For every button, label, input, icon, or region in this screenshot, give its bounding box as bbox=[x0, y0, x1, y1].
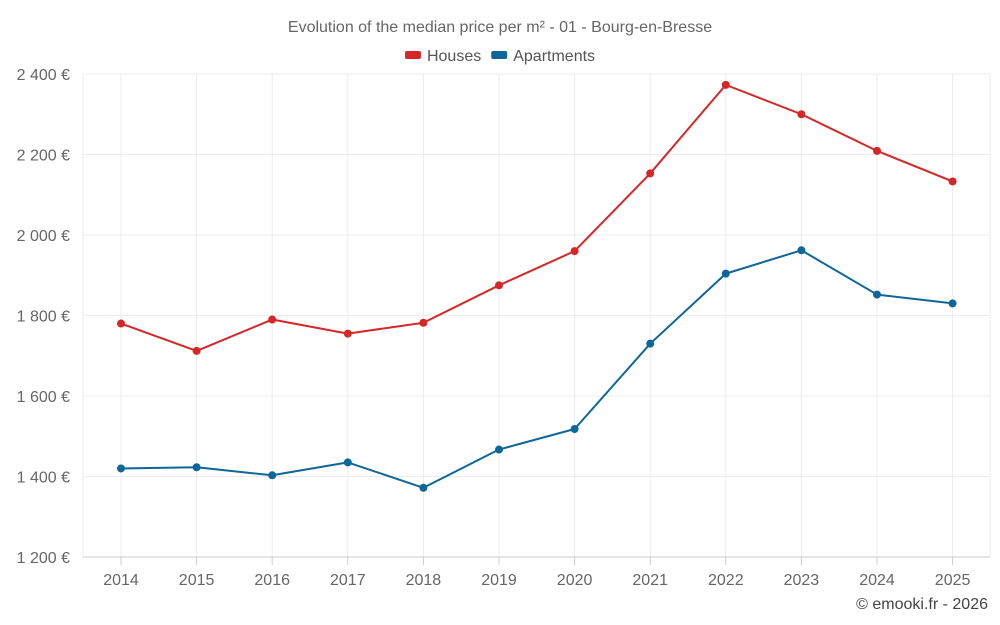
data-point-apartments[interactable] bbox=[343, 458, 352, 467]
x-axis: 2014 2015 2016 2017 2018 2019 2020 2021 2022 2023… bbox=[83, 556, 990, 589]
x-tick-label: 2016 bbox=[254, 572, 290, 589]
legend-swatch-apartments bbox=[491, 51, 508, 59]
data-point-apartments[interactable] bbox=[495, 445, 503, 454]
x-tick-label: 2024 bbox=[859, 572, 895, 589]
data-point-apartments[interactable] bbox=[646, 339, 655, 348]
x-tick-label: 2017 bbox=[330, 572, 366, 589]
data-point-apartments[interactable] bbox=[797, 246, 806, 255]
y-tick-label: 2 000 € bbox=[17, 228, 70, 245]
data-point-apartments[interactable] bbox=[268, 471, 277, 480]
chart-title: Evolution of the median price per m² - 0… bbox=[288, 19, 712, 36]
data-point-houses[interactable] bbox=[721, 80, 730, 89]
y-tick-label: 1 600 € bbox=[17, 389, 70, 406]
x-tick-label: 2018 bbox=[406, 572, 442, 589]
data-point-apartments[interactable] bbox=[419, 483, 428, 492]
data-point-houses[interactable] bbox=[570, 247, 579, 256]
legend-item-apartments[interactable]: Apartments bbox=[491, 48, 595, 65]
x-tick-label: 2021 bbox=[632, 572, 668, 589]
data-point-apartments[interactable] bbox=[117, 464, 125, 473]
x-tick-label: 2020 bbox=[557, 572, 593, 589]
legend-item-houses[interactable]: Houses bbox=[404, 48, 481, 65]
x-tick-label: 2025 bbox=[935, 572, 971, 589]
data-point-houses[interactable] bbox=[419, 318, 428, 327]
series-line-houses bbox=[120, 83, 953, 352]
data-point-houses[interactable] bbox=[192, 346, 201, 355]
series bbox=[117, 80, 957, 492]
data-point-houses[interactable] bbox=[343, 329, 352, 338]
grid bbox=[82, 73, 991, 558]
x-tick-label: 2023 bbox=[784, 572, 820, 589]
legend: Houses Apartments bbox=[404, 48, 595, 65]
x-tick-label: 2019 bbox=[481, 572, 517, 589]
credit-text: © emooki.fr - 2026 bbox=[856, 596, 988, 613]
x-tick-label: 2014 bbox=[103, 572, 139, 589]
data-point-houses[interactable] bbox=[268, 315, 277, 324]
data-point-apartments[interactable] bbox=[873, 290, 881, 299]
data-point-houses[interactable] bbox=[797, 110, 806, 119]
data-point-houses[interactable] bbox=[873, 146, 881, 155]
y-tick-label: 1 400 € bbox=[17, 470, 70, 487]
data-point-apartments[interactable] bbox=[721, 269, 730, 278]
data-point-houses[interactable] bbox=[646, 169, 655, 178]
legend-label-apartments: Apartments bbox=[513, 48, 595, 65]
x-tick-label: 2015 bbox=[179, 572, 215, 589]
series-houses bbox=[117, 80, 957, 355]
y-tick-label: 2 200 € bbox=[17, 148, 70, 165]
y-axis: 1 200 € 1 400 € 1 600 € 1 800 € 2 000 € 2 200… bbox=[17, 67, 70, 567]
data-point-apartments[interactable] bbox=[948, 299, 957, 308]
y-tick-label: 1 200 € bbox=[17, 550, 70, 567]
legend-swatch-houses bbox=[404, 51, 421, 59]
data-point-houses[interactable] bbox=[117, 319, 125, 328]
data-point-apartments[interactable] bbox=[192, 463, 201, 472]
x-tick-label: 2022 bbox=[708, 572, 744, 589]
data-point-houses[interactable] bbox=[495, 281, 503, 290]
series-line-apartments bbox=[120, 249, 953, 489]
legend-label-houses: Houses bbox=[427, 48, 481, 65]
data-point-houses[interactable] bbox=[948, 177, 957, 186]
y-tick-label: 1 800 € bbox=[17, 309, 70, 326]
data-point-apartments[interactable] bbox=[570, 425, 579, 434]
y-tick-label: 2 400 € bbox=[17, 67, 70, 84]
series-apartments bbox=[117, 246, 957, 492]
